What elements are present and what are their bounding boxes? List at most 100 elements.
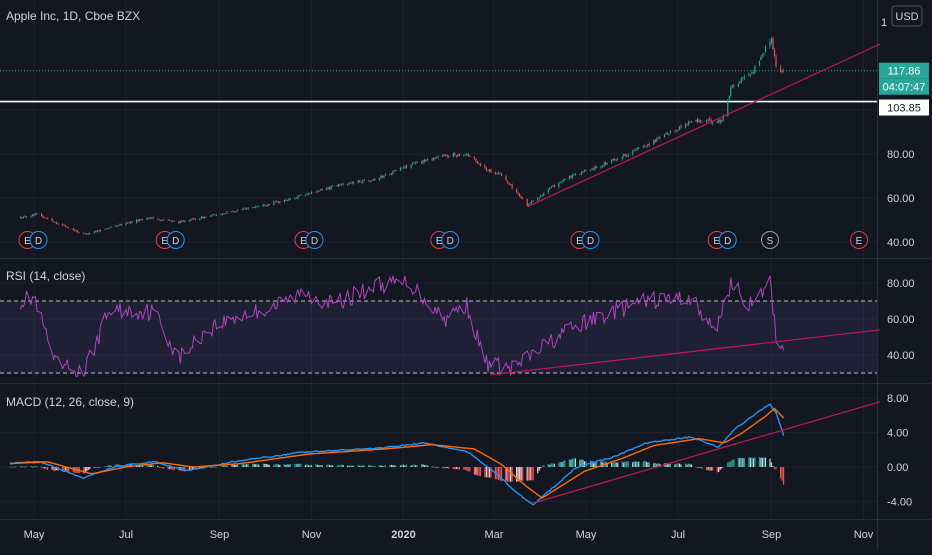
candle-224 [490,168,492,173]
event-marker-7[interactable]: E [849,231,868,249]
candle-327 [709,116,711,122]
macd-bar-288 [615,462,617,467]
macd-bar-247 [529,467,531,481]
macd-bar-137 [297,463,299,467]
event-label-7-0: E [856,236,863,247]
candle-37 [96,229,98,233]
candle-250 [547,188,549,194]
candle-362 [782,68,785,73]
candle-117 [265,204,267,207]
macd-bar-193 [414,465,417,467]
candle-299 [648,142,650,148]
macd-bar-123 [267,464,269,467]
time-label-0: May [24,529,45,541]
macd-bar-289 [617,462,619,467]
rsi-trendline[interactable] [490,329,881,376]
candle-207 [455,155,457,158]
candle-291 [633,149,635,152]
macd-bar-15 [40,466,43,468]
macd-bar-95 [209,467,212,468]
candle-23 [66,226,68,229]
candle-63 [151,217,153,219]
candle-270 [589,169,592,172]
candle-358 [773,47,776,58]
candle-173 [383,175,385,179]
macd-bar-356 [760,457,762,467]
macd-bar-101 [221,465,224,467]
candle-353 [763,52,765,57]
macd-bar-234 [500,467,503,482]
candle-317 [687,119,690,127]
macd-bar-258 [552,463,554,467]
price-axis[interactable]: 40.00 60.00 80.00 [887,149,915,249]
candle-159 [353,181,355,185]
macd-bar-71 [158,466,160,468]
rsi-axis[interactable]: 40.00 60.00 80.00 [887,278,915,362]
candle-273 [594,165,596,172]
macd-bar-97 [212,466,215,468]
macd-axis[interactable]: -4.00 0.00 4.00 8.00 [887,393,912,508]
candle-65 [157,218,159,220]
candle-174 [384,173,387,176]
macd-bar-142 [307,465,310,467]
candle-339 [733,83,735,89]
candle-226 [496,173,498,175]
candle-178 [393,169,396,172]
macd-bar-291 [623,462,625,467]
candle-324 [701,121,703,124]
macd-bar-65 [146,465,148,467]
macd-bar-333 [710,467,712,471]
macd-bar-318 [678,463,681,467]
candle-251 [549,186,551,191]
event-marker-6[interactable]: S [761,231,779,249]
price-trendline[interactable] [526,43,881,208]
candle-214 [469,154,471,158]
candle-269 [585,169,587,172]
macd-trendline[interactable] [533,401,881,504]
macd-bar-113 [246,464,248,467]
macd-bar-169 [363,465,365,467]
candle-85 [199,218,201,221]
candle-361 [781,69,783,75]
candle-81 [190,218,192,222]
macd-bar-7 [22,466,25,468]
macd-bar-160 [347,465,349,467]
macd-pane[interactable]: MACD (12, 26, close, 9) [6,395,881,506]
currency-button[interactable]: USD [891,5,923,27]
macd-bar-57 [128,464,130,467]
candle-165 [368,179,370,183]
candle-50 [125,222,127,226]
event-label-0-1: D [35,236,42,247]
candle-135 [304,194,307,197]
candle-16 [53,220,55,223]
macd-bar-75 [167,467,169,470]
price-tick-1: 60.00 [887,193,915,205]
candle-300 [653,139,655,146]
candle-108 [246,207,248,210]
macd-bar-129 [279,464,281,467]
candle-218 [478,162,480,166]
candle-249 [543,192,545,197]
rsi-pane[interactable]: RSI (14, close) [0,269,881,378]
candle-194 [427,157,429,161]
macd-bar-294 [627,461,629,467]
macd-bar-223 [478,467,480,476]
candle-116 [264,204,266,207]
candle-328 [710,117,712,125]
candle-243 [531,200,533,204]
macd-bar-136 [295,463,298,467]
macd-bar-231 [496,467,498,480]
macd-bar-203 [436,467,438,468]
time-axis[interactable]: May Jul Sep Nov 2020 Mar May Jul Sep Nov [24,529,874,541]
candle-343 [742,77,744,82]
macd-bar-48 [108,465,111,467]
macd-bar-21 [53,467,55,471]
macd-bar-10 [30,466,32,467]
